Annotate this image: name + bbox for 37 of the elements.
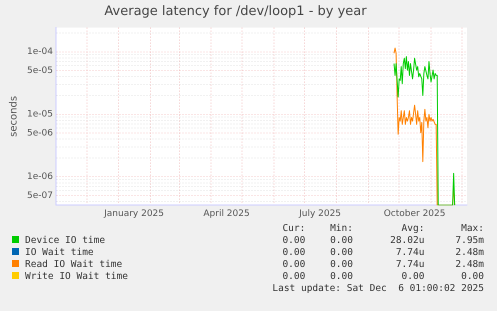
text: 28.02u	[389, 234, 424, 246]
y-axis-title: seconds	[8, 96, 20, 137]
legend-label: Device IO time	[24, 234, 106, 246]
text: 0.00	[460, 270, 484, 282]
text: Min:	[329, 222, 353, 234]
text: Avg:	[400, 222, 424, 234]
text: 7.95m	[454, 234, 484, 246]
text: 0.00	[400, 270, 424, 282]
y-tick-label: 1e-05	[26, 110, 53, 120]
x-tick-label: April 2025	[203, 208, 250, 219]
text: 7.74u	[394, 246, 424, 258]
x-tick-label: January 2025	[103, 208, 164, 219]
y-tick-label: 5e-07	[26, 190, 53, 201]
text: 0.00	[329, 234, 353, 246]
text: 0.00	[329, 258, 353, 270]
text: 2.48m	[454, 246, 484, 258]
x-tick-label: October 2025	[384, 208, 446, 219]
legend-label: Write IO Wait time	[24, 270, 129, 282]
legend-label: Read IO Wait time	[24, 258, 124, 270]
y-tick-label: 5e-06	[26, 128, 54, 138]
text: 0.00	[281, 270, 306, 282]
text: Cur:	[281, 222, 306, 234]
text: Max:	[460, 222, 484, 234]
text: 0.00	[329, 246, 353, 258]
text: Last update: Sat Dec 6 01:00:02 2025	[271, 282, 484, 294]
text: 0.00	[329, 270, 353, 282]
text: 7.74u	[394, 258, 424, 270]
text: 2.48m	[454, 258, 484, 270]
text: 0.00	[281, 234, 306, 246]
x-tick-label: July 2025	[298, 208, 342, 219]
y-tick-label: 1e-04	[26, 47, 54, 58]
legend-label: IO Wait time	[24, 246, 95, 258]
y-tick-label: 1e-06	[26, 172, 54, 182]
text: 0.00	[281, 246, 306, 258]
text: 0.00	[281, 258, 306, 270]
y-tick-label: 5e-05	[26, 66, 53, 76]
chart-title: Average latency for /dev/loop1 - by year	[104, 4, 368, 20]
